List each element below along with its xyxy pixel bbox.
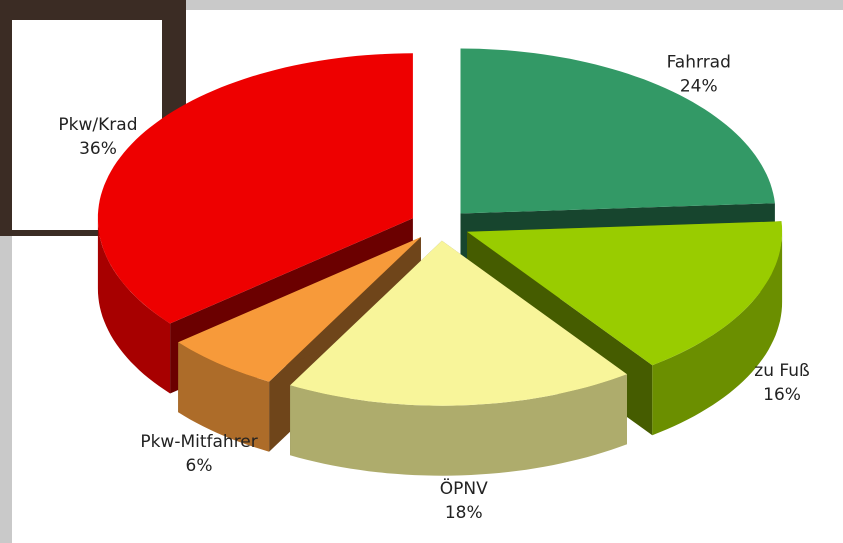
slice-value-label: 36% [79,139,117,159]
slice-value-label: 16% [763,385,801,405]
slice-value-label: 6% [186,456,213,476]
slice-label: zu Fuß [754,361,809,381]
slice-label: ÖPNV [440,477,488,499]
slice-label: Fahrrad [667,53,731,73]
slice-value-label: 18% [445,503,483,523]
page: Fahrrad 24% zu Fuß 16% ÖPNV 18% Pkw-Mitfahrer 6… [0,0,843,543]
slice-label: Pkw-Mitfahrer [140,432,257,452]
slice-value-label: 24% [680,77,718,97]
slice-label: Pkw/Krad [58,115,137,135]
chart: Fahrrad 24% zu Fuß 16% ÖPNV 18% Pkw-Mitfahrer 6… [0,0,843,543]
